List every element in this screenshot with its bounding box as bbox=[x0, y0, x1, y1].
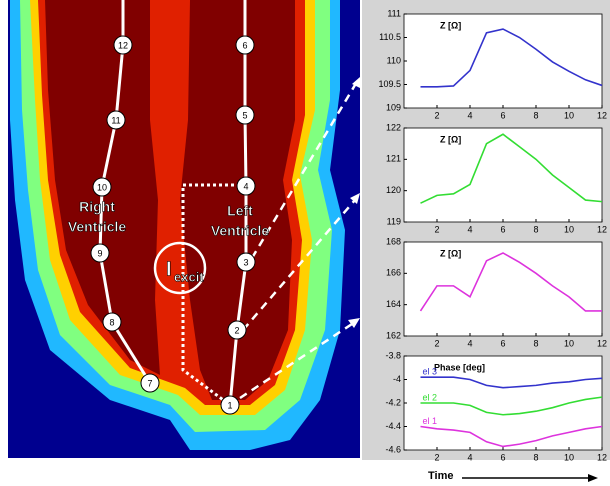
y-tick-label: -4 bbox=[393, 374, 401, 384]
x-tick-label: 6 bbox=[500, 452, 505, 462]
x-tick-label: 8 bbox=[533, 110, 538, 120]
x-tick-label: 4 bbox=[467, 224, 472, 234]
x-tick-label: 6 bbox=[500, 110, 505, 120]
y-tick-label: 166 bbox=[386, 268, 401, 278]
heatmap bbox=[8, 0, 360, 458]
y-tick-label: 119 bbox=[387, 216, 401, 226]
figure: I excit Right Ventricle Left Ventricle T… bbox=[0, 0, 610, 486]
chart-title: Phase [deg] bbox=[434, 362, 485, 372]
series-label: el 2 bbox=[423, 392, 438, 402]
y-tick-label: -4.4 bbox=[385, 421, 401, 431]
x-tick-label: 12 bbox=[597, 110, 607, 120]
electrode-label: 6 bbox=[242, 40, 247, 50]
x-tick-label: 12 bbox=[597, 338, 607, 348]
rv-label: Right bbox=[79, 199, 115, 215]
x-tick-label: 10 bbox=[564, 224, 574, 234]
y-tick-label: -4.2 bbox=[385, 397, 401, 407]
x-tick-label: 8 bbox=[533, 338, 538, 348]
x-tick-label: 8 bbox=[533, 452, 538, 462]
series-label: el 1 bbox=[423, 416, 438, 426]
x-tick-label: 4 bbox=[467, 338, 472, 348]
electrode-label: 8 bbox=[109, 317, 114, 327]
y-tick-label: 164 bbox=[386, 299, 401, 309]
plot-area bbox=[404, 128, 602, 222]
electrode-label: 7 bbox=[147, 378, 152, 388]
electrode-label: 5 bbox=[242, 110, 247, 120]
x-tick-label: 10 bbox=[564, 338, 574, 348]
x-tick-label: 6 bbox=[500, 224, 505, 234]
chart-title: Z [Ω] bbox=[440, 248, 461, 258]
time-label: Time bbox=[428, 470, 453, 482]
electrode-label: 10 bbox=[97, 182, 107, 192]
x-tick-label: 2 bbox=[434, 338, 439, 348]
x-tick-label: 2 bbox=[434, 110, 439, 120]
y-tick-label: 162 bbox=[386, 330, 401, 340]
chart-title: Z [Ω] bbox=[440, 134, 461, 144]
x-tick-label: 10 bbox=[564, 452, 574, 462]
y-tick-label: 109.5 bbox=[378, 79, 401, 89]
y-tick-label: -3.8 bbox=[385, 350, 401, 360]
electrode-label: 12 bbox=[118, 40, 128, 50]
series-label: el 3 bbox=[423, 367, 438, 377]
electrode-label: 4 bbox=[243, 181, 248, 191]
x-tick-label: 4 bbox=[467, 452, 472, 462]
x-tick-label: 2 bbox=[434, 452, 439, 462]
electrode-label: 3 bbox=[243, 257, 248, 267]
chart-title: Z [Ω] bbox=[440, 20, 461, 30]
x-tick-label: 4 bbox=[467, 110, 472, 120]
electrode-label: 2 bbox=[234, 325, 239, 335]
y-tick-label: 168 bbox=[386, 236, 401, 246]
lv-label: Ventricle bbox=[211, 223, 270, 239]
x-tick-label: 12 bbox=[597, 224, 607, 234]
y-tick-label: 110.5 bbox=[379, 32, 401, 42]
electrode-label: 1 bbox=[227, 400, 232, 410]
y-tick-label: 111 bbox=[387, 8, 401, 18]
plot-area bbox=[404, 14, 602, 108]
y-tick-label: 110 bbox=[387, 55, 401, 65]
plot-area bbox=[404, 242, 602, 336]
y-tick-label: 122 bbox=[386, 122, 401, 132]
y-tick-label: -4.6 bbox=[385, 444, 401, 454]
x-tick-label: 10 bbox=[564, 110, 574, 120]
y-tick-label: 109 bbox=[386, 102, 401, 112]
x-tick-label: 6 bbox=[500, 338, 505, 348]
electrode-label: 11 bbox=[111, 115, 120, 125]
current-main: I bbox=[166, 258, 172, 280]
y-tick-label: 120 bbox=[386, 185, 401, 195]
lv-label: Left bbox=[227, 203, 253, 219]
current-sub: excit bbox=[174, 269, 204, 284]
rv-label: Ventricle bbox=[68, 219, 127, 235]
electrode-label: 9 bbox=[97, 248, 102, 258]
time-arrow-head bbox=[588, 474, 598, 482]
x-tick-label: 2 bbox=[434, 224, 439, 234]
y-tick-label: 121 bbox=[386, 154, 401, 164]
x-tick-label: 8 bbox=[533, 224, 538, 234]
x-tick-label: 12 bbox=[597, 452, 607, 462]
